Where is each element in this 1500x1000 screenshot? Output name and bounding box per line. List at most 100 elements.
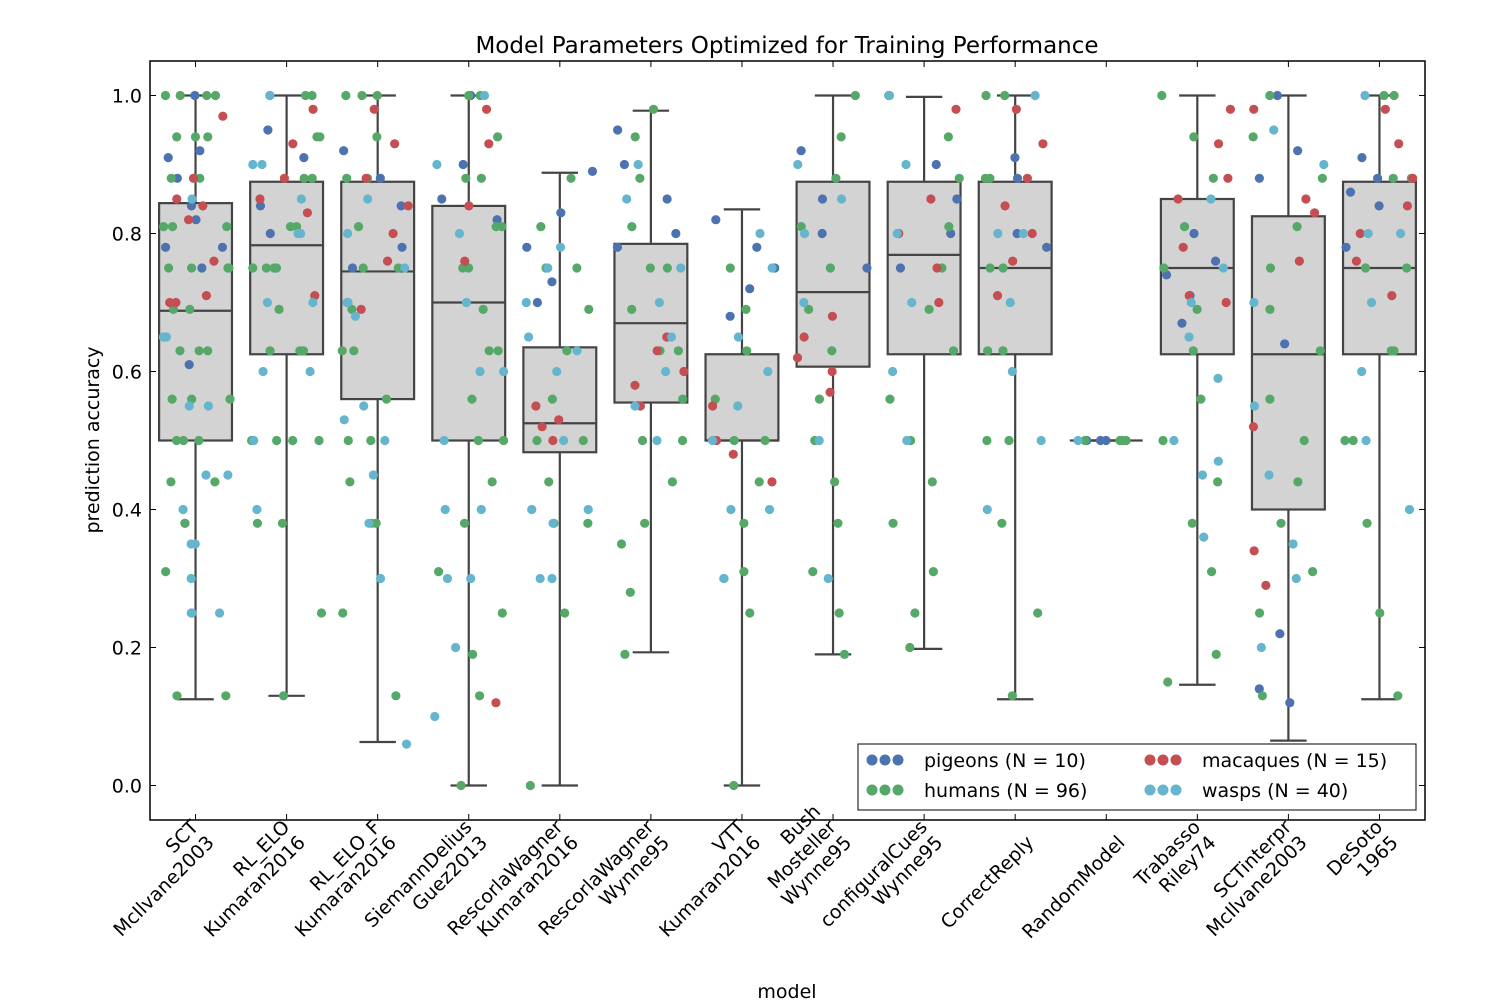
point-wasps	[187, 194, 197, 204]
point-humans	[839, 649, 850, 660]
point-humans	[678, 394, 688, 404]
point-wasps	[719, 573, 729, 584]
point-humans	[1213, 477, 1223, 487]
box-2	[340, 94, 416, 744]
point-humans	[299, 173, 309, 183]
point-humans	[1211, 649, 1221, 660]
box-5	[613, 109, 689, 654]
point-macaques	[369, 104, 379, 114]
point-wasps	[836, 194, 847, 204]
point-humans	[667, 477, 677, 487]
point-humans	[1248, 132, 1258, 142]
point-wasps	[1197, 470, 1208, 480]
point-wasps	[622, 194, 632, 204]
legend-frame	[857, 743, 1417, 811]
point-macaques	[1248, 422, 1259, 432]
point-pigeons	[163, 153, 173, 163]
point-wasps	[543, 263, 553, 273]
point-wasps	[902, 435, 912, 446]
point-pigeons	[265, 228, 275, 239]
point-pigeons	[952, 194, 962, 204]
point-pigeons	[458, 159, 468, 170]
point-humans	[1292, 222, 1302, 232]
legend-marker-wasps	[1170, 784, 1182, 796]
swarm-points	[158, 90, 1418, 791]
point-wasps	[630, 401, 640, 411]
point-humans	[345, 477, 355, 487]
x-tick-label: TrabassoRiley74	[1130, 816, 1221, 907]
point-wasps	[654, 297, 664, 308]
box-12	[1250, 94, 1326, 742]
point-macaques	[302, 208, 313, 218]
point-macaques	[388, 228, 398, 239]
point-humans	[473, 435, 483, 446]
point-wasps	[248, 159, 258, 170]
point-humans	[225, 394, 235, 404]
point-humans	[261, 263, 271, 273]
point-pigeons	[263, 125, 273, 135]
point-humans	[493, 132, 503, 142]
point-wasps	[223, 470, 233, 480]
point-humans	[252, 518, 263, 528]
point-humans	[572, 263, 582, 273]
point-humans	[167, 222, 178, 232]
point-wasps	[342, 297, 352, 308]
point-wasps	[293, 228, 303, 239]
point-humans	[1157, 90, 1167, 101]
point-macaques	[934, 297, 944, 308]
box-body	[158, 202, 234, 442]
point-humans	[662, 263, 673, 273]
point-humans	[825, 263, 835, 273]
point-humans	[343, 435, 353, 446]
point-humans	[272, 435, 282, 446]
point-wasps	[661, 366, 671, 377]
legend-marker-humans	[879, 784, 891, 796]
box-1	[249, 94, 325, 697]
point-humans	[645, 263, 655, 273]
point-macaques	[1309, 208, 1320, 218]
point-macaques	[679, 366, 689, 377]
point-humans	[278, 691, 289, 701]
point-humans	[997, 518, 1007, 528]
point-humans	[314, 435, 324, 446]
point-macaques	[548, 435, 558, 446]
point-humans	[166, 477, 176, 487]
point-humans	[358, 263, 368, 273]
point-humans	[814, 394, 825, 404]
point-wasps	[1169, 435, 1179, 446]
point-macaques	[484, 139, 494, 149]
point-wasps	[479, 90, 490, 101]
point-pigeons	[1345, 187, 1356, 197]
point-humans	[476, 173, 486, 183]
point-humans	[583, 518, 593, 528]
point-wasps	[1249, 297, 1259, 308]
point-pigeons	[160, 242, 171, 252]
point-pigeons	[725, 311, 735, 321]
point-wasps	[1030, 90, 1040, 101]
box-body	[340, 180, 416, 401]
point-humans	[194, 346, 204, 356]
point-pigeons	[492, 215, 502, 225]
point-humans	[808, 567, 818, 577]
point-humans	[298, 346, 309, 356]
point-pigeons	[1280, 339, 1290, 349]
point-macaques	[1011, 104, 1021, 114]
point-humans	[158, 222, 169, 232]
point-humans	[357, 90, 367, 101]
point-wasps	[652, 435, 662, 446]
point-pigeons	[197, 263, 207, 273]
point-wasps	[158, 332, 169, 342]
point-wasps	[982, 504, 992, 515]
point-humans	[796, 222, 806, 232]
point-wasps	[430, 711, 440, 722]
point-humans	[635, 173, 645, 183]
point-humans	[353, 222, 364, 232]
point-humans	[829, 477, 840, 487]
point-humans	[1362, 518, 1372, 528]
point-humans	[172, 691, 182, 701]
point-macaques	[460, 256, 470, 266]
box-body	[431, 204, 507, 442]
point-pigeons	[1254, 684, 1264, 694]
point-humans	[248, 263, 258, 273]
legend-marker-humans	[866, 784, 878, 796]
